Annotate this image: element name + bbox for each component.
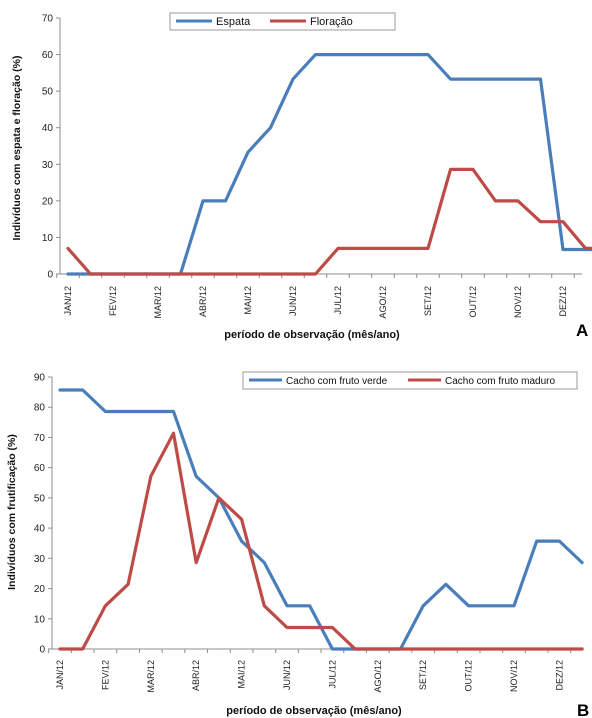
- x-tick-label: SET/12: [418, 660, 428, 690]
- x-axis-label-a: período de observação (mês/ano): [224, 329, 400, 341]
- panel-label-a: A: [576, 321, 588, 340]
- x-tick-label: ABR/12: [198, 286, 208, 317]
- series-line-red: [66, 167, 592, 276]
- y-tick-label: 0: [47, 270, 53, 281]
- y-tick-label: 0: [39, 645, 45, 656]
- x-tick-label: MAR/12: [153, 286, 163, 319]
- series-line-blue: [58, 388, 584, 651]
- y-tick-label: 10: [42, 233, 54, 244]
- series-line-blue: [66, 52, 592, 276]
- x-tick-label: JUN/12: [282, 660, 292, 690]
- x-tick-label: AGO/12: [373, 660, 383, 693]
- y-tick-label: 30: [42, 160, 54, 171]
- y-tick-label: 40: [42, 123, 54, 134]
- plot-area-b: [58, 388, 584, 651]
- x-tick-label: FEV/12: [108, 286, 118, 316]
- series-line-red: [58, 431, 584, 651]
- y-tick-label: 70: [34, 433, 46, 444]
- chart-b: 0 10 20 30 40 50 60 70 80 90 JAN/12 FEV/12 MAR/12 AB…: [6, 371, 589, 718]
- x-tick-label: MAI/12: [243, 286, 253, 315]
- y-axis-label-b: Indivíduos com frutificação (%): [6, 434, 18, 590]
- y-tick-label: 80: [34, 403, 46, 414]
- x-tick-label: JUN/12: [288, 286, 298, 316]
- x-tick-label: OUT/12: [464, 660, 474, 692]
- y-tick-label: 30: [34, 554, 46, 565]
- plot-area-a: [66, 52, 592, 276]
- y-tick-label: 10: [34, 614, 46, 625]
- x-axis-b: JAN/12 FEV/12 MAR/12 ABR/12 MAI/12 JUN/12 JUL/…: [48, 648, 582, 693]
- legend-b-label-verde: Cacho com fruto verde: [286, 376, 388, 387]
- x-tick-label: JUL/12: [327, 660, 337, 689]
- x-axis-label-b: período de observação (mês/ano): [226, 705, 402, 717]
- x-tick-label: NOV/12: [513, 286, 523, 318]
- x-tick-label: MAI/12: [237, 660, 247, 689]
- x-tick-label: NOV/12: [509, 660, 519, 692]
- x-tick-label: JAN/12: [63, 286, 73, 316]
- y-tick-label: 40: [34, 524, 46, 535]
- x-tick-label: JUL/12: [333, 286, 343, 315]
- y-tick-label: 90: [34, 373, 46, 384]
- chart-a: 0 10 20 30 40 50 60 70 JAN/12 FEV/12 MAR/12 ABR/12…: [11, 12, 592, 341]
- y-axis-label-a: Indivíduos com espata e floração (%): [11, 56, 23, 241]
- y-axis-a: 0 10 20 30 40 50 60 70: [42, 14, 61, 281]
- x-tick-label: AGO/12: [378, 286, 388, 319]
- y-axis-b: 0 10 20 30 40 50 60 70 80 90: [34, 373, 53, 656]
- y-tick-label: 20: [34, 584, 46, 595]
- legend-a-label-floracao: Floração: [310, 16, 353, 28]
- y-tick-label: 20: [42, 196, 54, 207]
- x-tick-label: DEZ/12: [554, 660, 564, 691]
- y-tick-label: 60: [42, 50, 54, 61]
- x-tick-label: ABR/12: [191, 660, 201, 691]
- y-tick-label: 50: [42, 87, 54, 98]
- x-tick-label: SET/12: [423, 286, 433, 316]
- y-tick-label: 50: [34, 493, 46, 504]
- x-tick-label: DEZ/12: [558, 286, 568, 317]
- x-tick-label: JAN/12: [55, 660, 65, 690]
- y-tick-label: 70: [42, 14, 54, 25]
- x-tick-label: MAR/12: [146, 660, 156, 693]
- panel-label-b: B: [577, 701, 589, 718]
- x-tick-label: OUT/12: [468, 286, 478, 318]
- x-tick-label: FEV/12: [100, 660, 110, 690]
- y-tick-label: 60: [34, 463, 46, 474]
- legend-a-label-espata: Espata: [216, 16, 251, 28]
- x-axis-a: JAN/12 FEV/12 MAR/12 ABR/12 MAI/12 JUN/12 JUL/…: [56, 273, 582, 319]
- legend-b-label-maduro: Cacho com fruto maduro: [445, 376, 555, 387]
